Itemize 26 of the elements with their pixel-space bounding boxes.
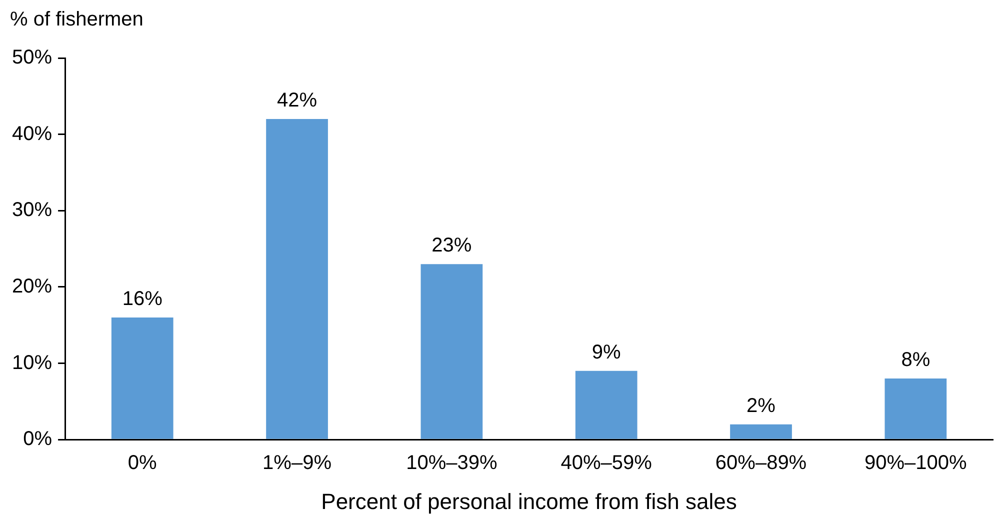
bar [266,119,328,439]
bar [575,370,638,439]
data-label: 2% [746,394,776,417]
x-tick-label: 60%–89% [715,452,807,474]
x-tick-label: 0% [128,452,158,474]
x-tick-label: 40%–59% [560,452,652,474]
y-tick-label: 0% [23,428,52,450]
data-label: 23% [432,234,472,257]
data-label: 16% [122,288,163,310]
y-tick-label: 50% [12,46,52,69]
x-axis-title: Percent of personal income from fish sales [321,488,737,514]
bar [111,317,174,439]
data-label: 9% [592,341,622,364]
x-tick-label: 1%–9% [262,452,332,474]
bar [884,378,947,439]
data-label: 42% [277,90,318,112]
bar [420,264,483,439]
y-tick-label: 30% [12,199,52,222]
y-tick-label: 10% [12,352,52,374]
y-axis-title: % of fishermen [10,8,144,31]
bar [730,424,792,439]
data-label: 8% [901,349,930,372]
y-tick-label: 40% [12,122,52,145]
x-tick-label: 90%–100% [864,452,968,474]
y-tick-label: 20% [12,275,52,298]
x-tick-label: 10%–39% [406,452,498,474]
